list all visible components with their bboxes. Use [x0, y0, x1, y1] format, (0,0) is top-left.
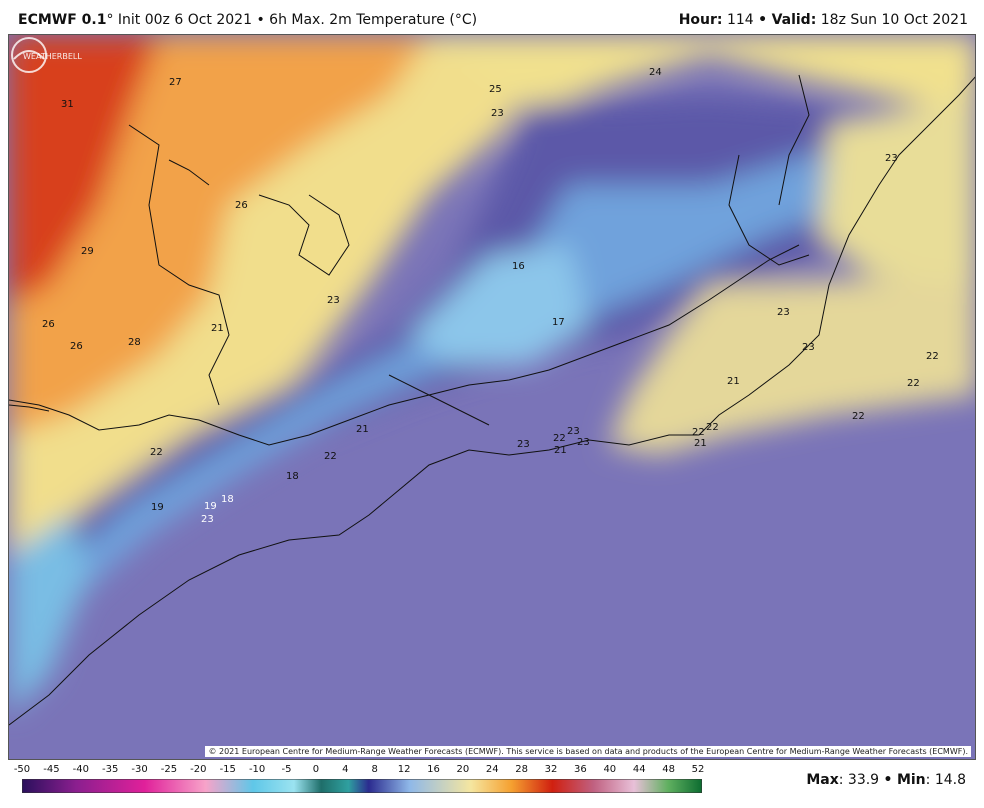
temp-label: 17 [552, 317, 565, 328]
colorbar-tick-label: -10 [248, 764, 266, 775]
temp-label: 23 [201, 514, 214, 525]
colorbar-tick-label: 12 [397, 764, 411, 775]
colorbar-tick-label: -5 [281, 764, 292, 775]
max-min-stats: Max: 33.9 • Min: 14.8 [806, 772, 966, 788]
temp-label: 26 [235, 200, 248, 211]
colorbar-tick-label: 52 [691, 764, 705, 775]
colorbar-tick-label: 32 [544, 764, 558, 775]
temp-label: 23 [327, 295, 340, 306]
temp-label: 22 [926, 351, 939, 362]
coastlines-borders [9, 74, 975, 726]
min-label: Min [896, 772, 926, 788]
temp-label: 22 [907, 378, 920, 389]
valid-value: 18z Sun 10 Oct 2021 [820, 12, 968, 28]
max-value: 33.9 [847, 772, 880, 788]
colorbar-tick-label: -30 [131, 764, 148, 775]
temp-label: 22 [553, 433, 566, 444]
colorbar-ticks: -50 -45 -40 -35 -30 -25 -20 -15 -10 -5 0 4 8 12 16 20 24… [0, 764, 984, 778]
temp-label: 24 [649, 67, 662, 78]
temp-label: 21 [727, 376, 740, 387]
temp-label: 29 [81, 246, 94, 257]
temp-label: 23 [577, 437, 590, 448]
temp-label: 23 [802, 342, 815, 353]
colorbar-tick-label: 44 [632, 764, 646, 775]
colorbar-tick-label: -40 [72, 764, 89, 775]
colorbar-tick-label: 24 [485, 764, 499, 775]
weatherbell-logo: WEATHERBELL [11, 37, 82, 73]
colorbar-tick-label: -45 [43, 764, 60, 775]
colorbar-tick-label: 28 [515, 764, 529, 775]
colorbar-tick-label: -20 [190, 764, 207, 775]
temp-label: 18 [221, 494, 234, 505]
colorbar-tick-label: 48 [662, 764, 675, 775]
stats-bullet: • [883, 772, 893, 788]
temp-label: 23 [885, 153, 898, 164]
temp-label: 22 [324, 451, 337, 462]
temp-label: 21 [554, 445, 567, 456]
colorbar-tick-label: 20 [456, 764, 470, 775]
colorbar-tick-label: -50 [13, 764, 31, 775]
colorbar-tick-label: -25 [160, 764, 178, 775]
min-value: 14.8 [934, 772, 966, 788]
colorbar [21, 778, 703, 794]
colorbar-tick-label: 4 [342, 764, 349, 775]
temp-label: 28 [128, 337, 141, 348]
temp-label: 31 [61, 99, 74, 110]
temperature-labels: 31 27 25 24 23 23 26 29 16 23 26 26 28 2… [42, 67, 939, 525]
max-label: Max [806, 772, 839, 788]
logo-text: WEATHERBELL [23, 52, 82, 61]
temp-label: 23 [491, 108, 504, 119]
hour-label: Hour: [678, 12, 723, 28]
temp-label: 19 [151, 502, 164, 513]
init-time: Init 00z 6 Oct 2021 [117, 12, 252, 28]
temp-label: 21 [694, 438, 707, 449]
colorbar-tick-label: 8 [371, 764, 378, 775]
temperature-field [9, 35, 975, 715]
temp-label: 23 [777, 307, 790, 318]
colorbar-tick-label: 36 [574, 764, 587, 775]
title-left: ECMWF 0.1° Init 00z 6 Oct 2021 • 6h Max.… [18, 12, 477, 28]
hour-value: 114 [726, 12, 754, 28]
colorbar-tick-label: 16 [427, 764, 440, 775]
colorbar-tick-label: -35 [102, 764, 119, 775]
title-right: Hour: 114 • Valid: 18z Sun 10 Oct 2021 [679, 12, 968, 28]
colorbar-tick-label: -15 [219, 764, 236, 775]
temp-label: 21 [356, 424, 369, 435]
temp-label: 27 [169, 77, 182, 88]
temp-label: 23 [517, 439, 530, 450]
colorbar-tick-label: 40 [603, 764, 617, 775]
copyright-notice: © 2021 European Centre for Medium-Range … [205, 746, 971, 757]
temp-label: 22 [692, 427, 705, 438]
temp-label: 21 [211, 323, 224, 334]
temp-label: 22 [852, 411, 865, 422]
product-name: 6h Max. 2m Temperature (°C) [269, 12, 478, 28]
valid-label: Valid: [771, 12, 817, 28]
bullet: • [256, 12, 265, 28]
temp-label: 26 [70, 341, 83, 352]
temp-label: 16 [512, 261, 525, 272]
temp-label: 26 [42, 319, 55, 330]
temp-label: 25 [489, 84, 502, 95]
temp-label: 22 [706, 422, 719, 433]
degree-symbol: ° [106, 12, 114, 28]
temperature-map: 31 27 25 24 23 23 26 29 16 23 26 26 28 2… [9, 35, 975, 759]
colorbar-gradient [21, 778, 703, 794]
temp-label: 19 [204, 501, 217, 512]
bullet-2: • [758, 12, 768, 28]
colorbar-tick-label: 0 [312, 764, 320, 775]
map-panel: 31 27 25 24 23 23 26 29 16 23 26 26 28 2… [8, 34, 976, 760]
header: ECMWF 0.1° Init 00z 6 Oct 2021 • 6h Max.… [0, 0, 984, 34]
model-name: ECMWF 0.1 [18, 12, 107, 28]
temp-label: 23 [567, 426, 580, 437]
temp-label: 18 [286, 471, 299, 482]
temp-label: 22 [150, 447, 163, 458]
